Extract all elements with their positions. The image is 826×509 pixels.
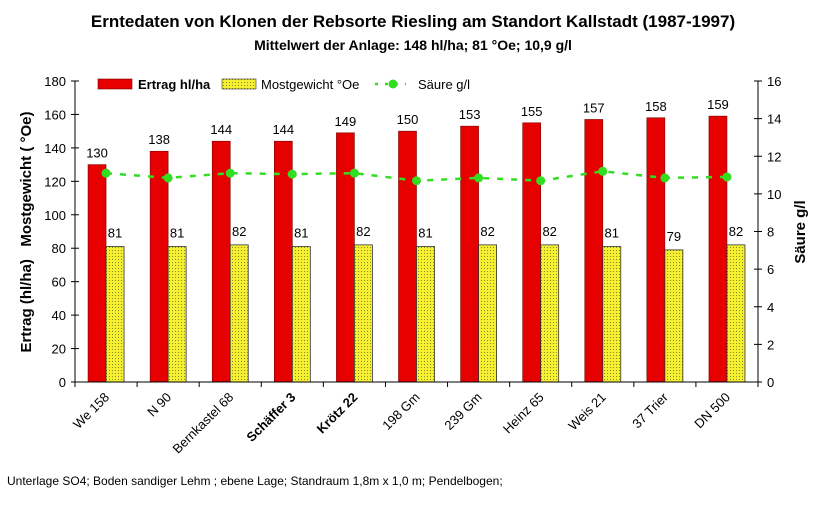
point-saeure (598, 166, 608, 176)
x-tick-label: 198 Gm (379, 390, 422, 433)
data-label-mostgewicht: 79 (667, 229, 681, 244)
data-label-ertrag: 144 (272, 122, 294, 137)
y-right-tick-label: 16 (767, 74, 781, 89)
data-label-ertrag: 153 (459, 107, 481, 122)
data-label-ertrag: 157 (583, 100, 605, 115)
bar-ertrag (398, 130, 417, 383)
chart-svg: 1308113881144821448114982150811538215582… (18, 74, 809, 457)
y-right-tick-label: 6 (767, 262, 774, 277)
data-label-mostgewicht: 81 (294, 226, 308, 241)
y-left-tick-label: 20 (52, 342, 66, 357)
bar-ertrag (149, 150, 169, 383)
bar-ertrag (460, 125, 479, 383)
data-label-mostgewicht: 81 (605, 226, 619, 241)
bar-mostgewicht (167, 246, 187, 383)
legend-label-ertrag: Ertrag hl/ha (138, 77, 211, 92)
point-saeure (412, 176, 421, 186)
bar-ertrag (522, 122, 541, 383)
footnote: Unterlage SO4; Boden sandiger Lehm ; ebe… (7, 474, 503, 488)
point-saeure (536, 176, 546, 186)
data-label-ertrag: 155 (521, 104, 543, 119)
point-saeure (287, 169, 297, 179)
data-label-ertrag: 130 (86, 146, 108, 161)
y-axis-right-label: Säure g/l (792, 200, 809, 263)
chart-title: Erntedaten von Klonen der Rebsorte Riesl… (90, 12, 736, 31)
y-right-tick-label: 0 (767, 375, 774, 390)
x-tick-label: N 90 (144, 390, 174, 420)
point-saeure (349, 168, 359, 178)
y-left-tick-label: 40 (52, 308, 66, 323)
y-right-tick-label: 2 (767, 337, 774, 352)
bar-ertrag (87, 164, 107, 383)
point-saeure (722, 172, 732, 182)
x-tick-label: Heinz 65 (500, 390, 547, 437)
bar-ertrag (211, 140, 231, 383)
x-tick-label: 37 Trier (629, 389, 671, 431)
bar-ertrag (708, 115, 728, 383)
y-left-tick-label: 0 (59, 375, 66, 390)
legend-label-saeure: Säure g/l (418, 77, 470, 92)
bar-mostgewicht (291, 246, 311, 383)
bar-ertrag (584, 119, 604, 383)
data-label-mostgewicht: 81 (418, 226, 432, 241)
point-saeure (101, 168, 111, 178)
y-left-tick-label: 120 (44, 174, 66, 189)
y-right-tick-label: 14 (767, 112, 781, 127)
data-label-mostgewicht: 82 (729, 224, 743, 239)
data-label-mostgewicht: 82 (356, 224, 370, 239)
x-tick-label: Schäffer 3 (243, 390, 298, 445)
data-label-mostgewicht: 82 (480, 224, 494, 239)
y-right-tick-label: 10 (767, 187, 781, 202)
y-axis-left-label: Ertrag (hl/ha) Mostgewicht ( °Oe) (18, 111, 35, 352)
y-left-tick-label: 140 (44, 141, 66, 156)
y-left-tick-label: 160 (44, 107, 66, 122)
legend-swatch-mostgewicht (221, 78, 257, 90)
y-right-tick-label: 4 (767, 300, 774, 315)
y-right-tick-label: 12 (767, 149, 781, 164)
data-label-mostgewicht: 81 (108, 226, 122, 241)
data-label-ertrag: 144 (210, 122, 232, 137)
x-tick-label: 239 Gm (441, 390, 484, 433)
x-tick-label: We 158 (70, 390, 112, 432)
x-tick-label: Krötz 22 (314, 390, 361, 437)
data-label-mostgewicht: 81 (170, 226, 184, 241)
bar-mostgewicht (664, 249, 684, 383)
bar-mostgewicht (105, 246, 125, 383)
y-left-tick-label: 60 (52, 275, 66, 290)
x-tick-label: Weis 21 (565, 390, 609, 434)
y-right-tick-label: 8 (767, 225, 774, 240)
legend-swatch-ertrag (97, 78, 133, 90)
bar-ertrag (646, 117, 666, 383)
y-left-tick-label: 100 (44, 208, 66, 223)
data-label-ertrag: 159 (707, 97, 729, 112)
y-left-tick-label: 80 (52, 241, 66, 256)
x-tick-label: Bernkastel 68 (170, 390, 237, 457)
data-label-ertrag: 149 (335, 114, 357, 129)
bar-mostgewicht (726, 244, 746, 383)
bar-mostgewicht (602, 246, 622, 383)
data-label-ertrag: 150 (397, 112, 419, 127)
bar-mostgewicht (354, 244, 373, 383)
chart-subtitle: Mittelwert der Anlage: 148 hl/ha; 81 °Oe… (254, 37, 572, 53)
legend-label-mostgewicht: Mostgewicht °Oe (261, 77, 359, 92)
legend-swatch-saeure-dot (388, 79, 398, 89)
x-tick-label: DN 500 (691, 390, 733, 432)
point-saeure (660, 173, 670, 183)
point-saeure (225, 168, 235, 178)
bar-mostgewicht (416, 246, 435, 383)
bar-mostgewicht (478, 244, 497, 383)
data-label-ertrag: 158 (645, 99, 667, 114)
point-saeure (163, 173, 173, 183)
data-label-ertrag: 138 (148, 132, 170, 147)
bar-mostgewicht (540, 244, 560, 383)
bar-mostgewicht (229, 244, 249, 383)
data-label-mostgewicht: 82 (232, 224, 246, 239)
data-label-mostgewicht: 82 (542, 224, 556, 239)
point-saeure (474, 173, 484, 183)
y-left-tick-label: 180 (44, 74, 66, 89)
